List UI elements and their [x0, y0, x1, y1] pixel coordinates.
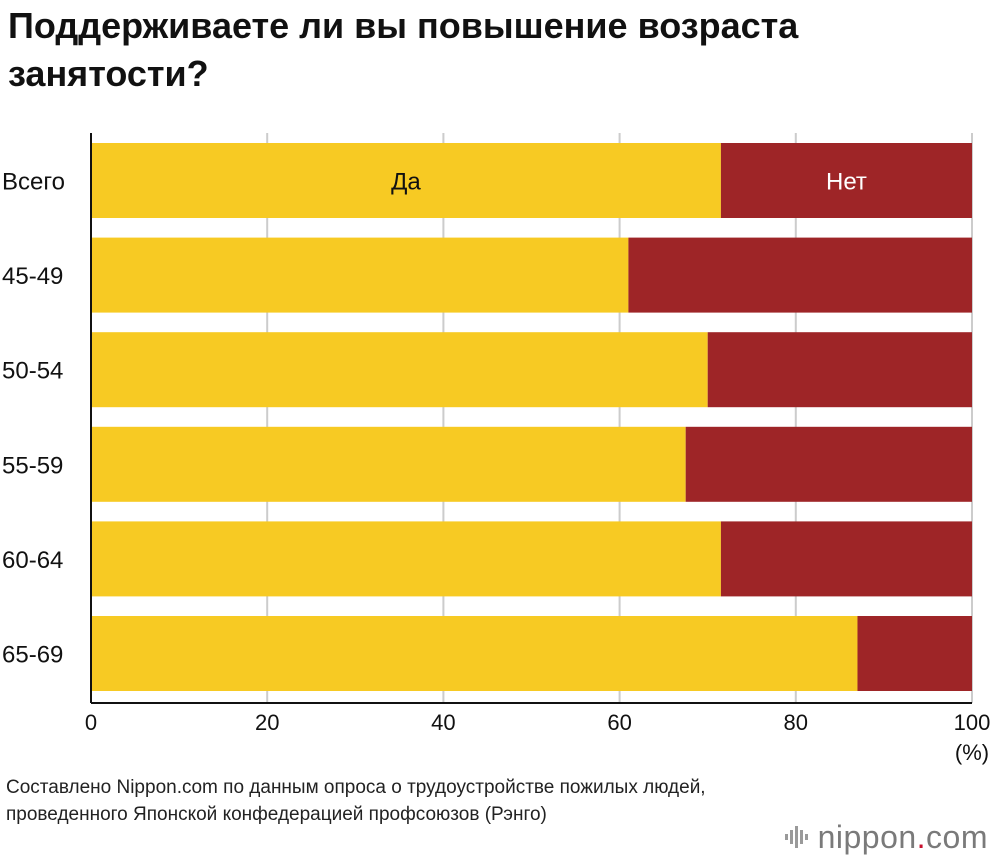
category-label: 45-49: [2, 263, 63, 290]
x-tick-label: 20: [255, 710, 279, 735]
bar-no: [720, 143, 972, 218]
logo-dot: .: [916, 818, 927, 855]
x-tick-label: 80: [784, 710, 808, 735]
bar-yes: [91, 616, 858, 691]
logo-wordmark: nippon.com: [818, 819, 988, 856]
bar-no: [857, 616, 972, 691]
x-tick-label: 40: [431, 710, 455, 735]
logo-suffix: com: [926, 818, 988, 855]
logo-name: nippon: [817, 818, 917, 855]
bar-no: [707, 332, 972, 408]
x-tick-label: 100: [954, 710, 991, 735]
stacked-bar-chart: Всего Да Нет 45-49 50-54 55-59 60-64 65-69 0 20 40…: [2, 133, 991, 765]
bar-no: [685, 426, 972, 502]
bar-no: [720, 521, 972, 597]
category-label: 55-59: [2, 452, 63, 479]
category-label: 60-64: [2, 547, 63, 574]
x-tick-label: 60: [607, 710, 631, 735]
bar-yes: [91, 332, 708, 408]
series-label-yes: Да: [391, 169, 421, 196]
nippon-logo: nippon.com: [784, 817, 988, 857]
bar-yes: [91, 143, 721, 218]
category-label: Всего: [2, 169, 65, 196]
x-tick-label: 0: [85, 710, 97, 735]
x-axis-unit: (%): [955, 740, 989, 765]
bar-yes: [91, 521, 721, 597]
chart-title: Поддерживаете ли вы повышение возраста з…: [8, 5, 799, 94]
bar-yes: [91, 426, 686, 502]
category-label: 50-54: [2, 358, 63, 385]
series-label-no: Нет: [826, 169, 867, 196]
bar-yes: [91, 237, 629, 313]
source-note: Составлено Nippon.com по данным опроса о…: [6, 777, 706, 825]
category-label: 65-69: [2, 642, 63, 669]
sound-wave-icon: [784, 826, 808, 848]
bar-no: [628, 237, 972, 313]
